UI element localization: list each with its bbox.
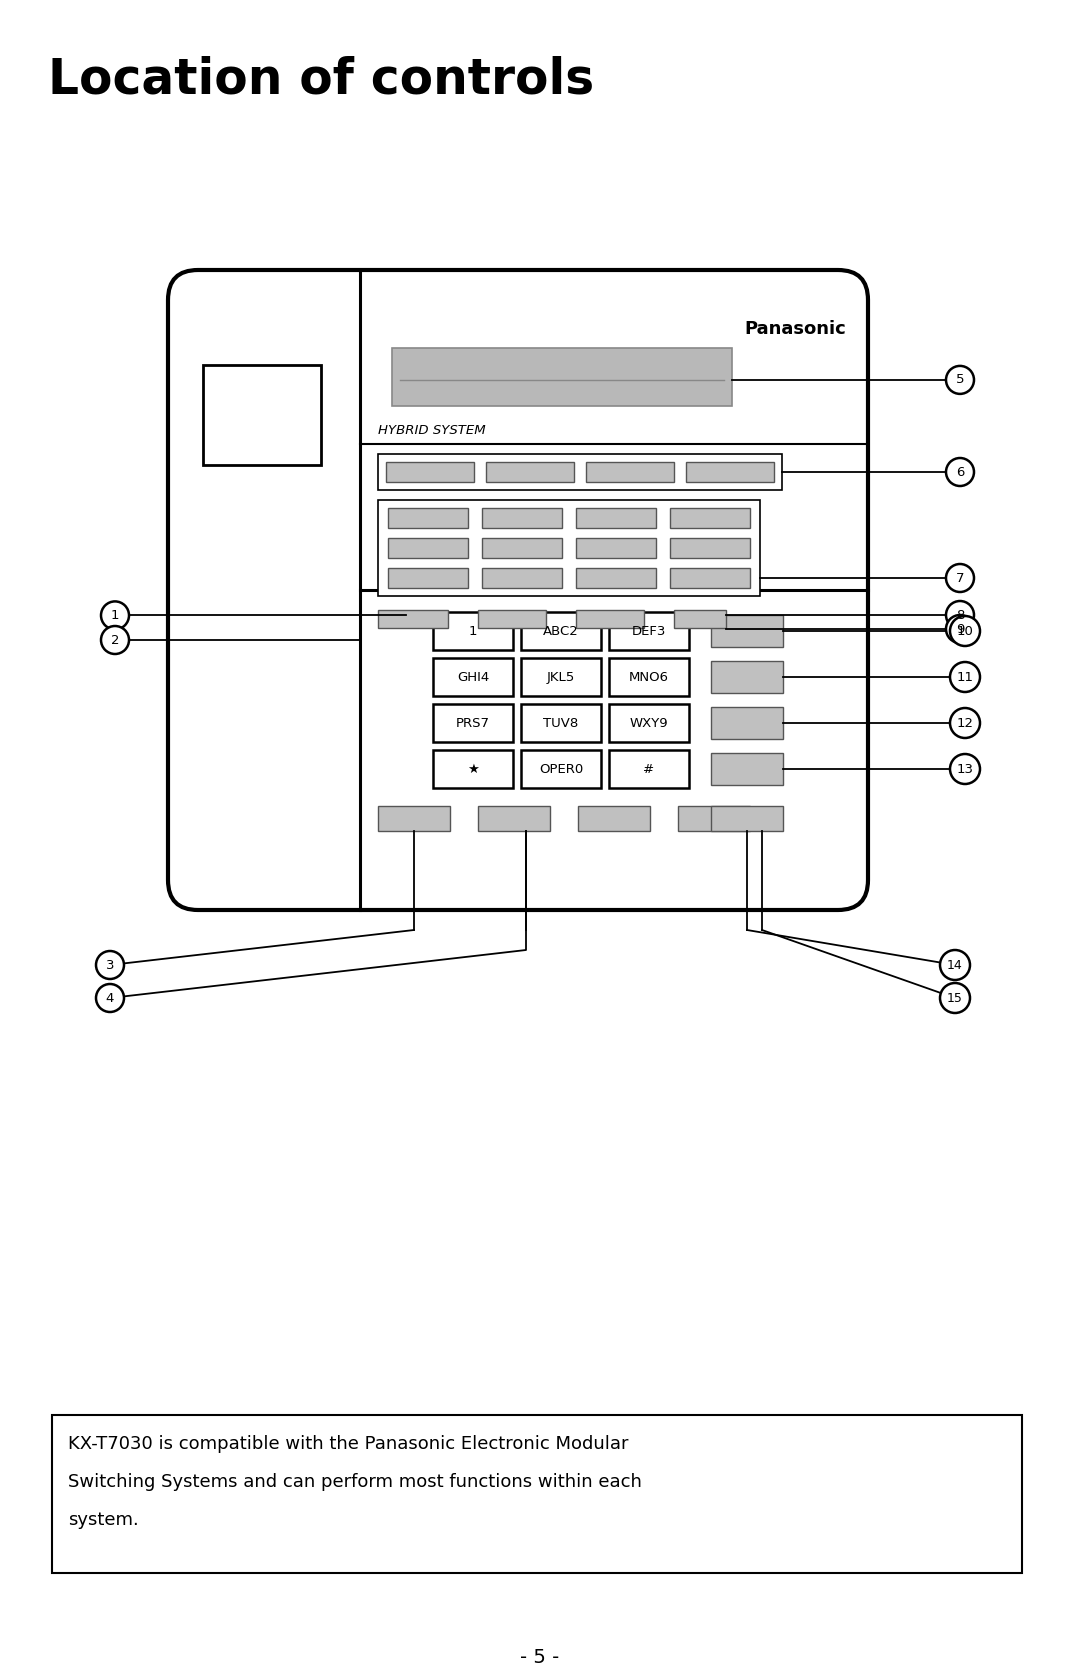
Bar: [670, 539, 750, 559]
Bar: [711, 753, 783, 785]
Bar: [486, 462, 573, 482]
Circle shape: [940, 984, 970, 1012]
Text: WXY9: WXY9: [630, 716, 669, 729]
Text: 6: 6: [956, 465, 964, 478]
Text: PRS7: PRS7: [456, 716, 490, 729]
Text: 8: 8: [956, 609, 964, 621]
Bar: [576, 569, 656, 587]
Circle shape: [102, 601, 129, 629]
Text: 2: 2: [111, 634, 119, 646]
Bar: [378, 453, 782, 490]
Bar: [478, 806, 550, 831]
Bar: [433, 704, 513, 743]
Text: system.: system.: [68, 1511, 138, 1529]
Bar: [378, 611, 448, 627]
Bar: [711, 708, 783, 739]
Text: 11: 11: [957, 671, 973, 684]
Bar: [670, 509, 750, 529]
Bar: [378, 806, 450, 831]
Text: 5: 5: [956, 373, 964, 386]
Text: 1: 1: [111, 609, 119, 622]
Bar: [388, 569, 468, 587]
Bar: [433, 750, 513, 788]
Bar: [521, 750, 600, 788]
Bar: [670, 569, 750, 587]
Bar: [386, 462, 474, 482]
Bar: [433, 657, 513, 696]
Bar: [576, 611, 644, 627]
Circle shape: [946, 564, 974, 592]
Text: MNO6: MNO6: [629, 671, 669, 684]
Circle shape: [940, 950, 970, 980]
Text: HYBRID SYSTEM: HYBRID SYSTEM: [378, 423, 486, 437]
Text: ★: ★: [467, 763, 478, 776]
Text: 9: 9: [956, 622, 964, 636]
Bar: [521, 612, 600, 651]
Text: Switching Systems and can perform most functions within each: Switching Systems and can perform most f…: [68, 1472, 642, 1491]
Text: 15: 15: [947, 992, 963, 1004]
Circle shape: [950, 616, 980, 646]
Text: 14: 14: [947, 959, 963, 972]
Bar: [392, 348, 732, 407]
Bar: [52, 1415, 1022, 1573]
Circle shape: [950, 708, 980, 738]
Bar: [478, 611, 546, 627]
Text: #: #: [644, 763, 654, 776]
Bar: [576, 539, 656, 559]
Circle shape: [950, 755, 980, 785]
Text: 3: 3: [106, 959, 114, 972]
Text: Panasonic: Panasonic: [744, 320, 846, 338]
Bar: [609, 657, 689, 696]
Bar: [678, 806, 750, 831]
Text: Location of controls: Location of controls: [48, 55, 594, 104]
Bar: [388, 509, 468, 529]
Bar: [521, 704, 600, 743]
Bar: [482, 509, 562, 529]
Text: 7: 7: [956, 572, 964, 584]
Bar: [609, 612, 689, 651]
Circle shape: [950, 663, 980, 693]
Text: GHI4: GHI4: [457, 671, 489, 684]
Circle shape: [96, 950, 124, 979]
Text: 13: 13: [957, 763, 973, 776]
Circle shape: [102, 626, 129, 654]
Text: 10: 10: [957, 624, 973, 637]
Text: DEF3: DEF3: [632, 624, 666, 637]
Bar: [388, 539, 468, 559]
Bar: [609, 750, 689, 788]
Text: 12: 12: [957, 716, 973, 729]
Text: OPER0: OPER0: [539, 763, 583, 776]
Text: - 5 -: - 5 -: [521, 1648, 559, 1666]
Circle shape: [946, 616, 974, 642]
Bar: [378, 500, 760, 596]
Bar: [433, 612, 513, 651]
Text: TUV8: TUV8: [543, 716, 579, 729]
Bar: [674, 611, 726, 627]
Bar: [578, 806, 650, 831]
FancyBboxPatch shape: [168, 269, 868, 910]
Text: 4: 4: [106, 992, 114, 1004]
Circle shape: [96, 984, 124, 1012]
Text: JKL5: JKL5: [546, 671, 576, 684]
Bar: [711, 661, 783, 693]
Bar: [482, 539, 562, 559]
Bar: [609, 704, 689, 743]
Bar: [686, 462, 774, 482]
Text: ABC2: ABC2: [543, 624, 579, 637]
Circle shape: [946, 366, 974, 393]
Bar: [482, 569, 562, 587]
Text: KX-T7030 is compatible with the Panasonic Electronic Modular: KX-T7030 is compatible with the Panasoni…: [68, 1435, 629, 1452]
Bar: [576, 509, 656, 529]
Text: 1: 1: [469, 624, 477, 637]
Circle shape: [946, 458, 974, 485]
Bar: [711, 616, 783, 647]
Circle shape: [946, 601, 974, 629]
Bar: [586, 462, 674, 482]
Bar: [711, 806, 783, 831]
Bar: [521, 657, 600, 696]
Bar: [203, 365, 321, 465]
